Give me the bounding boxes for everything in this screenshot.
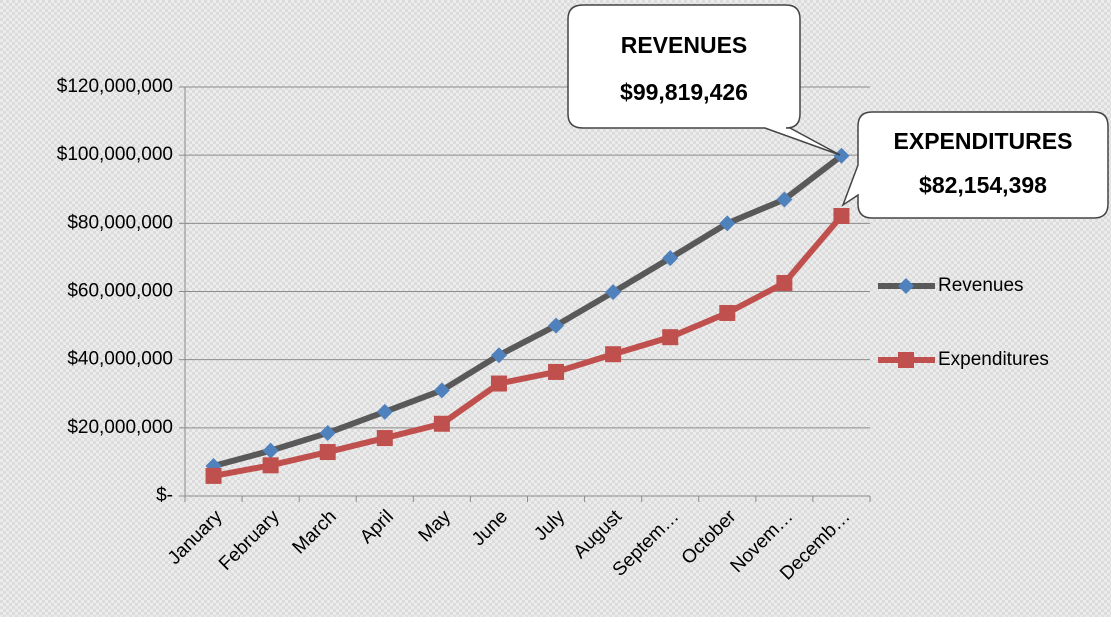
marker (548, 317, 565, 334)
marker (833, 207, 850, 224)
marker (605, 346, 622, 363)
revenues-callout (567, 4, 841, 156)
marker (662, 250, 679, 267)
marker (262, 457, 279, 474)
callout-title: EXPENDITURES (894, 128, 1073, 154)
marker (319, 424, 336, 441)
marker (433, 382, 450, 399)
callout-title: REVENUES (621, 32, 748, 58)
marker (898, 278, 914, 294)
marker (490, 375, 507, 392)
series-line (212, 214, 844, 479)
callout-value: $82,154,398 (919, 172, 1047, 198)
marker (548, 363, 565, 380)
marker (719, 304, 736, 321)
y-tick-label: $120,000,000 (57, 76, 173, 97)
marker (662, 329, 679, 346)
legend-label: Revenues (938, 275, 1024, 296)
expenditures-callout (841, 111, 1109, 219)
y-tick-label: $20,000,000 (67, 417, 173, 438)
marker (776, 274, 793, 291)
y-tick-label: $80,000,000 (67, 212, 173, 233)
y-tick-label: $- (156, 485, 173, 506)
marker (376, 403, 393, 420)
marker (898, 352, 914, 368)
marker (319, 444, 336, 461)
marker (376, 430, 393, 447)
legend-label: Expenditures (938, 349, 1049, 370)
marker (433, 415, 450, 432)
y-tick-label: $40,000,000 (67, 349, 173, 370)
marker (205, 467, 222, 484)
marker (776, 191, 793, 208)
marker (833, 147, 850, 164)
callout-value: $99,819,426 (620, 79, 748, 105)
series-line (212, 153, 844, 469)
marker (605, 284, 622, 301)
marker (490, 347, 507, 364)
y-tick-label: $60,000,000 (67, 281, 173, 302)
y-tick-label: $100,000,000 (57, 144, 173, 165)
marker (262, 442, 279, 459)
marker (719, 215, 736, 232)
